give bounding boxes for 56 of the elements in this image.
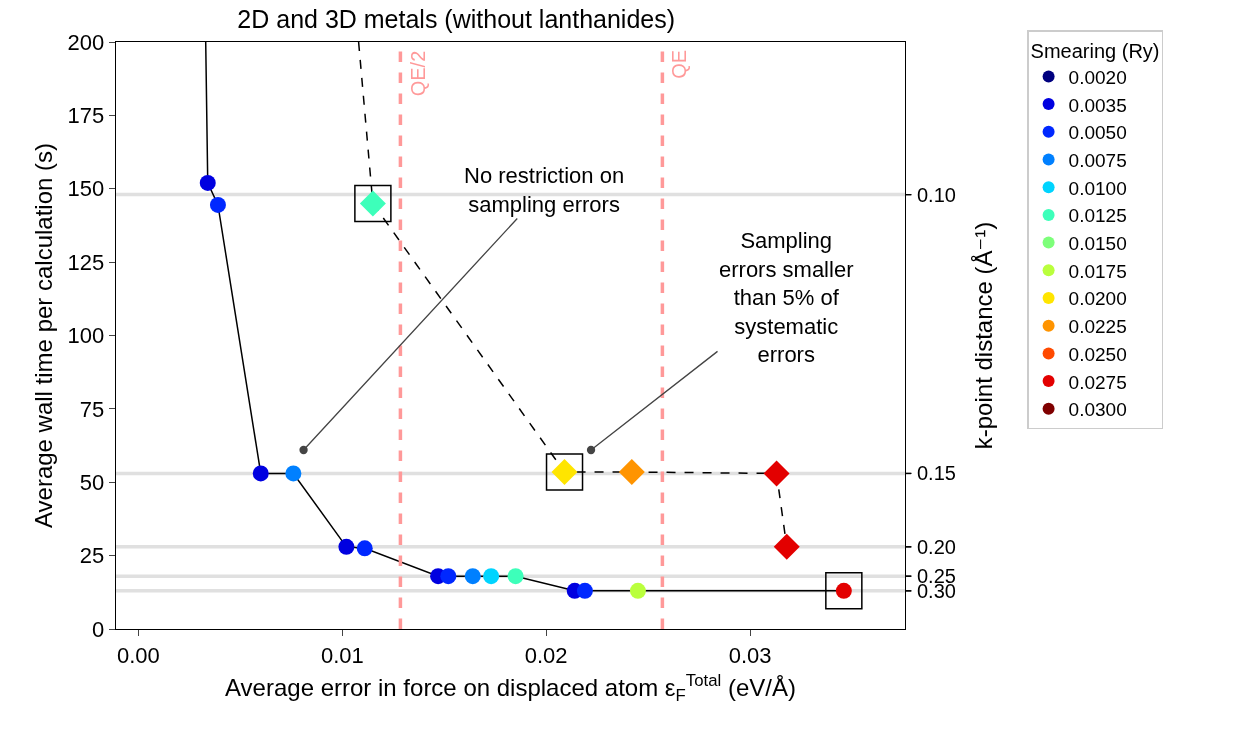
point [507, 568, 524, 585]
point [483, 568, 500, 585]
y-axis-title: Average wall time per calculation (s) [29, 142, 57, 529]
point [576, 582, 593, 599]
y-tick-label: 200 [67, 29, 105, 55]
legend-label: 0.0125 [1068, 205, 1127, 227]
y2-axis-title: k-point distance (Å⁻¹) [970, 221, 998, 450]
point [629, 582, 646, 599]
point [356, 540, 373, 557]
point [464, 568, 481, 585]
point [763, 460, 790, 487]
point [285, 465, 302, 482]
y-tick-label: 150 [67, 176, 105, 202]
legend-label: 0.0035 [1068, 94, 1127, 116]
y-tick-label: 0 [92, 616, 105, 642]
point [209, 196, 226, 213]
annotation: Sampling errors smaller than 5% of systematic errors [719, 228, 854, 368]
legend-label: 0.0300 [1068, 399, 1127, 421]
point [354, 184, 392, 223]
x-axis-title: Average error in force on displaced atom ε$_{F}$$^{Total}$ (eV/Å) [225, 670, 796, 705]
legend-label: 0.0275 [1068, 371, 1127, 393]
annotation: No restriction on sampling errors [464, 163, 625, 217]
legend-label: 0.0225 [1068, 316, 1127, 338]
x-tick-label: 0.02 [524, 642, 568, 668]
legend-label: 0.0100 [1068, 177, 1127, 199]
y-tick-label: 75 [79, 396, 105, 422]
point [618, 458, 645, 485]
point [545, 453, 584, 491]
y-tick-label: 50 [79, 469, 105, 495]
x-tick-label: 0.01 [320, 642, 364, 668]
point [338, 538, 355, 555]
legend-label: 0.0175 [1068, 260, 1127, 282]
x-tick-label: 0.03 [728, 642, 772, 668]
text: 0.15 [917, 462, 956, 484]
text: 0.20 [917, 536, 956, 558]
point [773, 533, 800, 560]
ref-line-label: QE/2 [406, 50, 429, 97]
legend-label: 0.0150 [1068, 233, 1127, 255]
y-tick-label: 125 [67, 249, 105, 275]
y-tick-label: 175 [67, 103, 105, 129]
legend-label: 0.0075 [1068, 149, 1127, 171]
text: 0.10 [917, 184, 956, 206]
legend-label: 0.0050 [1068, 122, 1127, 144]
chart-title: 2D and 3D metals (without lanthanides) [237, 5, 676, 34]
y-tick-label: 25 [79, 543, 105, 569]
x-tick-label: 0.00 [117, 642, 160, 668]
point [252, 465, 269, 482]
ref-line-label: QE [668, 49, 691, 79]
point [199, 174, 216, 191]
legend-title: Smearing (Ry) [1030, 39, 1160, 62]
point [825, 572, 863, 610]
point [440, 568, 457, 585]
legend-label: 0.0250 [1068, 343, 1127, 365]
y-tick-label: 100 [67, 323, 105, 349]
legend-label: 0.0200 [1068, 288, 1127, 310]
legend-label: 0.0020 [1068, 66, 1127, 88]
